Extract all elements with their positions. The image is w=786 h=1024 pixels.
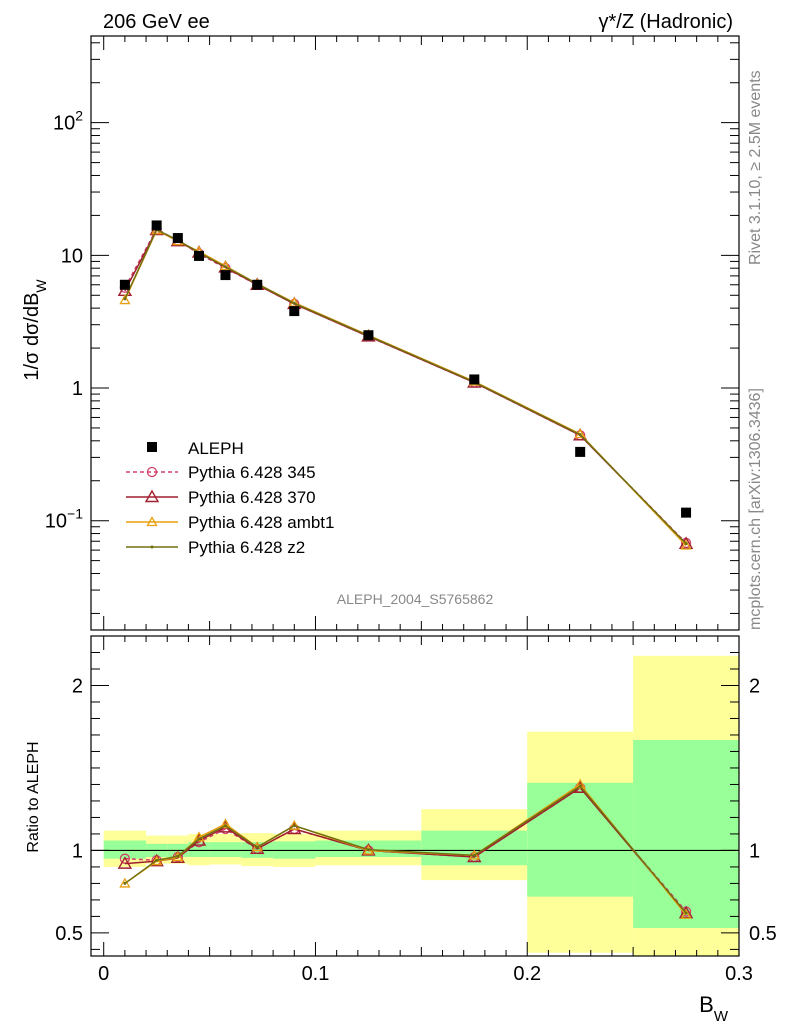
ratio-y-tick-label: 2 [72, 675, 83, 697]
x-tick-label: 0.3 [725, 963, 753, 985]
marker-dot [255, 845, 259, 849]
data-series [117, 220, 694, 919]
watermark: ALEPH_2004_S5765862 [337, 591, 494, 607]
marker-triangle-small [146, 516, 158, 527]
marker-dot [155, 858, 159, 862]
axes-frames: 0 0.1 0.2 0.3 10−1 1 10 102 0.5 0.5 1 1 2 2 [45, 35, 777, 985]
y-tick-label: 10−1 [45, 506, 83, 533]
header-left: 206 GeV ee [103, 11, 210, 33]
legend-label: Pythia 6.428 345 [188, 463, 316, 482]
marker-dot [197, 837, 201, 841]
aleph-point [119, 279, 130, 290]
marker-dot [176, 854, 180, 858]
aleph-point [252, 279, 263, 290]
legend-marker-aleph [147, 442, 157, 452]
aleph-point [681, 507, 692, 518]
marker-triangle-small [288, 819, 300, 830]
marker-dot [292, 824, 296, 828]
marker-triangle-small [193, 831, 205, 842]
ratio-y-tick-label: 1 [72, 840, 83, 862]
legend-label: Pythia 6.428 z2 [188, 538, 305, 557]
legend-label-aleph: ALEPH [188, 439, 244, 458]
ratio-y-tick-label-right: 0.5 [749, 923, 777, 945]
marker-dot [684, 542, 688, 546]
marker-triangle [117, 856, 133, 869]
marker-dot [292, 301, 296, 305]
aleph-point [220, 270, 231, 281]
marker-dot [578, 433, 582, 437]
rivet-label: Rivet 3.1.10, ≥ 2.5M events [747, 70, 764, 265]
marker-circle [146, 466, 158, 478]
marker-dot [123, 297, 127, 301]
marker-triangle-small [119, 877, 131, 888]
main-frame [90, 35, 740, 631]
aleph-point [151, 220, 162, 231]
green-band [209, 842, 242, 858]
aleph-point [575, 446, 586, 457]
green-band [527, 782, 634, 897]
y-tick-label: 102 [53, 108, 83, 135]
aleph-point [363, 330, 374, 341]
marker-triangle-small [219, 818, 232, 829]
marker-dot [150, 545, 154, 549]
x-tick-label: 0 [98, 963, 109, 985]
marker-dot [223, 824, 227, 828]
marker-dot [123, 881, 127, 885]
x-tick-label: 0.2 [513, 963, 541, 985]
marker-dot [684, 911, 688, 915]
x-tick-label: 0.1 [302, 963, 330, 985]
marker-triangle [144, 489, 160, 503]
marker-dot [223, 265, 227, 269]
marker-dot [472, 853, 476, 857]
y-tick-label: 10 [61, 245, 83, 267]
marker-dot [578, 784, 582, 788]
green-band [103, 840, 147, 859]
ratio-ylabel: Ratio to ALEPH [25, 741, 42, 852]
ratio-y-tick-label-right: 1 [749, 840, 760, 862]
main-ylabel: 1/σ dσ/dBW [21, 279, 49, 381]
aleph-point [172, 233, 183, 244]
mcplots-label: mcplots.cern.ch [arXiv:1306.3436] [747, 388, 764, 630]
marker-triangle-small [119, 294, 131, 305]
marker-triangle-small [680, 908, 692, 919]
ratio-y-tick-label-right: 2 [749, 675, 760, 697]
marker-triangle-small [680, 539, 692, 550]
ratio-y-tick-label: 0.5 [55, 923, 83, 945]
marker-dot [366, 848, 370, 852]
aleph-point [289, 306, 300, 317]
legend-label: Pythia 6.428 ambt1 [188, 513, 334, 532]
aleph-point [194, 250, 204, 261]
green-band [633, 739, 739, 928]
marker-triangle-small [574, 778, 586, 789]
y-tick-label: 1 [72, 378, 83, 400]
ratio-uncertainty-bands [103, 655, 739, 956]
ratio-frame [90, 635, 740, 957]
green-band [421, 830, 528, 866]
header-right: γ*/Z (Hadronic) [599, 11, 733, 33]
legend: ALEPH Pythia 6.428 345 Pythia 6.428 370 Pyt… [126, 439, 334, 557]
aleph-point [469, 374, 480, 385]
xlabel: BW [699, 992, 729, 1024]
legend-label: Pythia 6.428 370 [188, 488, 316, 507]
